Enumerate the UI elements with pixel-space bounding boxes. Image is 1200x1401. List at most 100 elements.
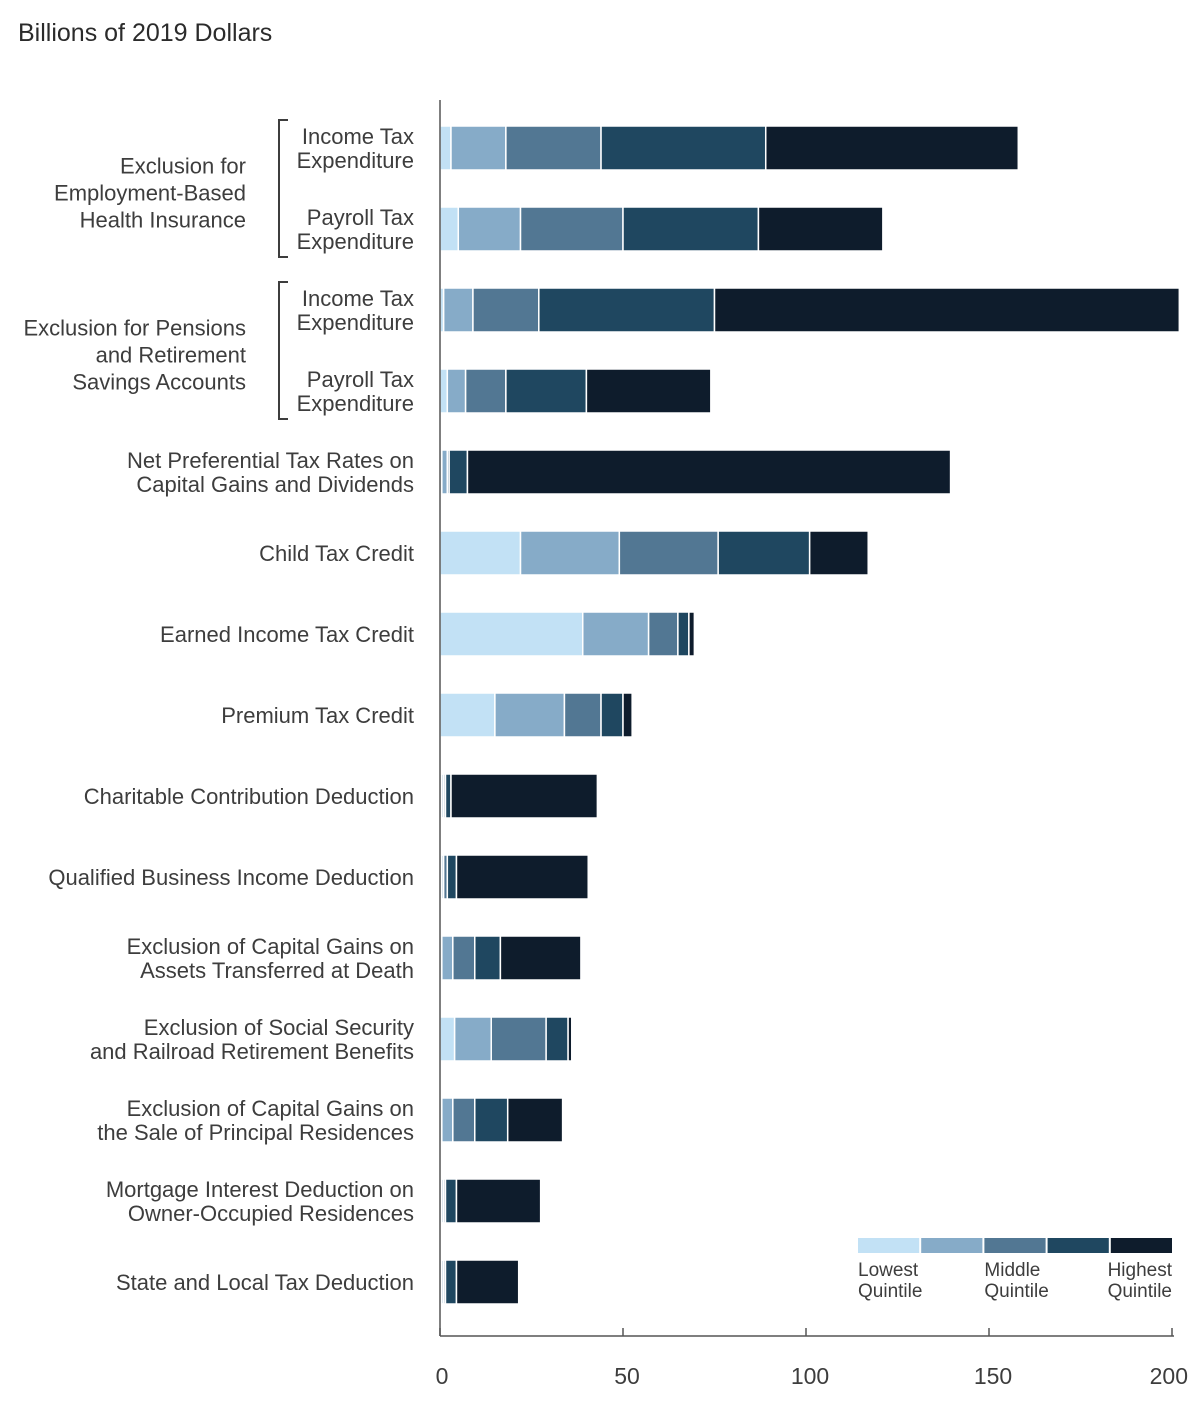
category-label: Income Tax Expenditure bbox=[297, 124, 414, 173]
category-label-line: Exclusion of Social Security bbox=[144, 1015, 414, 1040]
bar-segment bbox=[567, 1016, 573, 1062]
group-brackets bbox=[278, 119, 288, 420]
category-label-line: Exclusion of Capital Gains on bbox=[127, 1096, 414, 1121]
legend-swatch bbox=[1047, 1238, 1109, 1253]
category-label: Premium Tax Credit bbox=[221, 703, 414, 728]
bar-segment bbox=[446, 854, 458, 900]
x-tick-label: 50 bbox=[614, 1363, 640, 1389]
bar-segment bbox=[453, 1016, 492, 1062]
category-label-line: Expenditure bbox=[297, 310, 414, 335]
legend-swatch bbox=[984, 1238, 1046, 1253]
group-label-line: Health Insurance bbox=[80, 208, 246, 233]
category-label-line: the Sale of Principal Residences bbox=[97, 1120, 414, 1145]
category-label-line: Charitable Contribution Deduction bbox=[84, 784, 414, 809]
bar-segment bbox=[439, 530, 522, 576]
bar-segment bbox=[439, 1016, 456, 1062]
category-label: Earned Income Tax Credit bbox=[160, 622, 414, 647]
bar-segment bbox=[618, 530, 719, 576]
bar-segment bbox=[439, 611, 584, 657]
bar-segment bbox=[452, 935, 476, 981]
legend-label-line: Quintile bbox=[858, 1281, 922, 1302]
bar-segment bbox=[450, 773, 599, 819]
bar-segment bbox=[439, 206, 460, 252]
category-label-line: Capital Gains and Dividends bbox=[136, 472, 414, 497]
bar-segment bbox=[585, 368, 712, 414]
legend-label-line: Highest bbox=[1108, 1260, 1173, 1281]
bar-segment bbox=[441, 1097, 454, 1143]
bar-segment bbox=[455, 854, 589, 900]
legend-swatch bbox=[1110, 1238, 1172, 1253]
category-label: Exclusion of Social Security and Railroad… bbox=[90, 1015, 414, 1064]
category-label: Payroll Tax Expenditure bbox=[297, 205, 414, 254]
bar-segment bbox=[647, 611, 679, 657]
category-label-line: and Railroad Retirement Benefits bbox=[90, 1039, 414, 1064]
bar-segment bbox=[581, 611, 650, 657]
bar-row bbox=[439, 206, 884, 252]
bar-segment bbox=[441, 935, 454, 981]
legend-label-line: Lowest bbox=[858, 1260, 919, 1281]
group-label-line: Exclusion for Pensions bbox=[23, 316, 246, 341]
bar-row bbox=[439, 125, 1020, 171]
bar-segment bbox=[441, 449, 449, 495]
bar-segment bbox=[444, 1178, 458, 1224]
category-label: Net Preferential Tax Rates on Capital Gai… bbox=[127, 448, 414, 497]
bar-segment bbox=[519, 530, 621, 576]
category-label: Exclusion of Capital Gains on Assets Tran… bbox=[127, 934, 414, 983]
bar-segment bbox=[688, 611, 696, 657]
legend-label: Middle Quintile bbox=[984, 1260, 1048, 1302]
bar-row bbox=[439, 530, 869, 576]
x-tick-label: 200 bbox=[1150, 1363, 1188, 1389]
bar-segment bbox=[757, 206, 884, 252]
legend-label-line: Quintile bbox=[984, 1281, 1048, 1302]
group-labels: Exclusion for Employment-Based Health Insu… bbox=[23, 154, 246, 395]
bar-segment bbox=[466, 449, 952, 495]
bar-segment bbox=[764, 125, 1020, 171]
bar-segment bbox=[713, 287, 1181, 333]
x-axis-ticks: 0 50 100 150 200 bbox=[436, 1328, 1188, 1389]
legend-swatch bbox=[921, 1238, 983, 1253]
bar-segment bbox=[538, 287, 716, 333]
bar-segment bbox=[519, 206, 624, 252]
bar-segment bbox=[505, 125, 602, 171]
bar-segment bbox=[474, 935, 502, 981]
x-tick-label: 100 bbox=[791, 1363, 829, 1389]
bar-segment bbox=[455, 1178, 542, 1224]
bar-segment bbox=[499, 935, 582, 981]
category-label-line: Child Tax Credit bbox=[259, 541, 414, 566]
bar-segment bbox=[717, 530, 811, 576]
bar-segment bbox=[563, 692, 602, 738]
bar-row bbox=[439, 1178, 542, 1224]
bar-segment bbox=[444, 773, 452, 819]
group-label: Exclusion for Employment-Based Health Insu… bbox=[54, 154, 246, 233]
bar-segment bbox=[464, 368, 507, 414]
x-tick-label: 150 bbox=[974, 1363, 1012, 1389]
bar-segment bbox=[622, 206, 760, 252]
group-label-line: Employment-Based bbox=[54, 181, 246, 206]
legend-swatch bbox=[858, 1238, 920, 1253]
bar-segment bbox=[808, 530, 869, 576]
category-label: Child Tax Credit bbox=[259, 541, 414, 566]
bar-segment bbox=[446, 368, 467, 414]
bar-segment bbox=[600, 125, 767, 171]
category-label: Payroll Tax Expenditure bbox=[297, 367, 414, 416]
bar-segment bbox=[494, 692, 566, 738]
category-label: Qualified Business Income Deduction bbox=[48, 865, 414, 890]
bar-segment bbox=[677, 611, 690, 657]
category-label-line: Mortgage Interest Deduction on bbox=[106, 1177, 414, 1202]
category-label-line: Net Preferential Tax Rates on bbox=[127, 448, 414, 473]
bar-row bbox=[439, 854, 589, 900]
category-label-line: Owner-Occupied Residences bbox=[128, 1201, 414, 1226]
bar-segment bbox=[452, 1097, 476, 1143]
bar-segment bbox=[472, 287, 540, 333]
bar-row bbox=[439, 1016, 573, 1062]
legend-label: Lowest Quintile bbox=[858, 1260, 922, 1302]
x-tick-label: 0 bbox=[436, 1363, 449, 1389]
bar-segment bbox=[439, 368, 449, 414]
bar-segment bbox=[600, 692, 624, 738]
legend-label: Highest Quintile bbox=[1108, 1260, 1173, 1302]
unit-label: Billions of 2019 Dollars bbox=[18, 19, 272, 47]
category-label-line: Income Tax bbox=[302, 124, 414, 149]
group-label-line: Savings Accounts bbox=[72, 370, 246, 395]
